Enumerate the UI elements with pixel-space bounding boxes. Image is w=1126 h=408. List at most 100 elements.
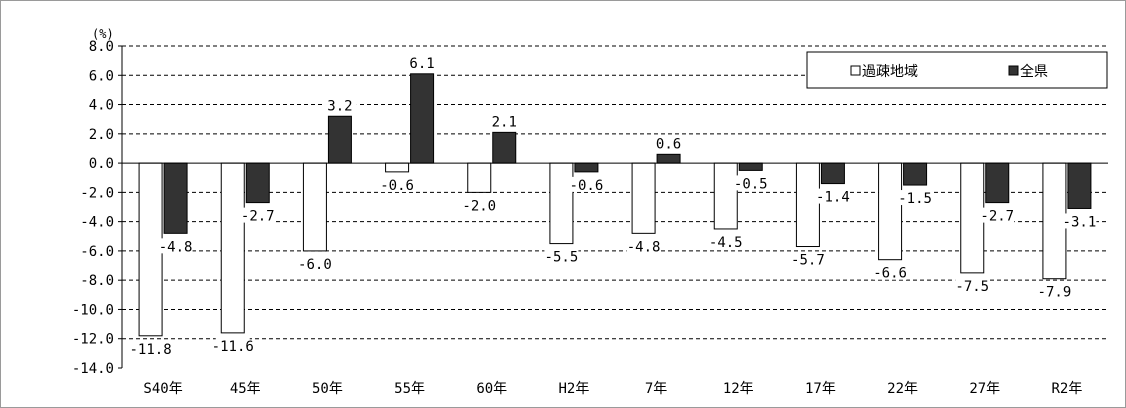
data-label-bg (708, 233, 743, 249)
bar-zenken (492, 131, 517, 164)
bar-kaso (385, 162, 410, 173)
bar-zenken (1067, 162, 1092, 209)
data-label: -4.8 (627, 239, 661, 255)
y-tick-label: 6.0 (89, 68, 114, 84)
data-label: -2.7 (980, 209, 1014, 225)
bar-zenken (903, 162, 928, 186)
data-label: -0.5 (734, 176, 768, 192)
data-label-bg (322, 97, 357, 113)
data-label: 3.2 (327, 98, 352, 114)
bar-zenken (656, 153, 681, 164)
data-label: -3.1 (1063, 214, 1097, 230)
x-tick-label: R2年 (1051, 381, 1082, 397)
bar-zenken (738, 162, 763, 171)
axes: 8.0 6.0 4.0 2.0 0.0 -2.0 -4.0 -6.0 -8.0 -10.0 -12.… (72, 39, 1108, 397)
bars (138, 73, 1092, 337)
legend-swatch-zenken (1008, 65, 1019, 76)
data-label: -0.6 (570, 178, 604, 194)
data-label: -7.9 (1038, 285, 1072, 301)
bar-kaso (467, 162, 492, 193)
x-tick-label: 60年 (476, 381, 507, 397)
data-label: -4.5 (709, 235, 743, 251)
data-label-bg (790, 251, 825, 267)
data-label: -5.7 (791, 253, 825, 269)
data-label: -6.0 (298, 257, 332, 273)
data-label-bg (815, 188, 850, 204)
data-label: -0.6 (380, 178, 414, 194)
data-label-bg (297, 255, 332, 271)
data-label-bg (980, 207, 1015, 223)
bar-zenken (574, 162, 599, 173)
data-label: -1.4 (816, 190, 850, 206)
data-label-bg (955, 277, 990, 293)
data-label-bg (626, 238, 661, 254)
y-tick-label: 0.0 (89, 156, 114, 172)
x-tick-label: 7年 (645, 381, 667, 397)
data-label-bg (380, 176, 415, 192)
x-tick-label: 22年 (887, 381, 918, 397)
data-label-bg (133, 340, 168, 356)
bar-zenken (327, 115, 352, 164)
data-label-bg (462, 197, 497, 213)
x-tick-label: 17年 (805, 381, 836, 397)
data-label-bg (158, 238, 193, 254)
legend-label-zenken: 全県 (1020, 63, 1048, 80)
data-label: -11.6 (212, 339, 254, 355)
gridlines (122, 45, 1108, 340)
bar-kaso (631, 162, 656, 234)
bar-zenken (410, 73, 435, 164)
x-tick-label: 50年 (312, 381, 343, 397)
bar-kaso (302, 162, 327, 252)
data-label: -5.5 (545, 250, 579, 266)
data-label-bg (651, 135, 686, 151)
bar-kaso (713, 162, 738, 230)
bar-kaso (549, 162, 574, 245)
legend-swatch-kaso (850, 65, 861, 76)
data-label-bg (733, 175, 768, 191)
data-label: -1.5 (898, 191, 932, 207)
bar-zenken (245, 162, 270, 204)
data-label-bg (898, 190, 933, 206)
data-label: -4.8 (159, 239, 193, 255)
data-label: 0.6 (656, 136, 681, 152)
y-tick-label: 2.0 (89, 127, 114, 143)
y-tick-label: 8.0 (89, 39, 114, 55)
data-label: -7.5 (955, 279, 989, 295)
data-label: -2.0 (462, 198, 496, 214)
data-label-bg (873, 264, 908, 280)
data-label: -6.6 (873, 266, 907, 282)
x-tick-label: 45年 (230, 381, 261, 397)
bar-zenken (163, 162, 188, 234)
data-label-bg (1062, 213, 1097, 229)
data-label-bg (544, 248, 579, 264)
data-label-bg (215, 337, 250, 353)
data-labels: -11.8 -11.6 -6.0 -0.6 -2.0 -5.5 -4.8 -4.5 -5.7 -6… (130, 54, 1097, 358)
data-label-bg (240, 207, 275, 223)
bar-kaso (878, 162, 903, 261)
data-label-bg (1037, 283, 1072, 299)
data-label-bg (405, 54, 440, 70)
bar-zenken (985, 162, 1010, 204)
y-unit-label: (%) (92, 27, 114, 41)
x-tick-label: S40年 (143, 381, 182, 397)
legend: 過疎地域 全県 (806, 51, 1108, 89)
y-tick-label: -10.0 (72, 302, 114, 318)
x-tick-label: 55年 (394, 381, 425, 397)
y-tick-label: -2.0 (80, 185, 114, 201)
data-label: 2.1 (492, 114, 517, 130)
data-label-bg (487, 113, 522, 129)
data-label-bg (569, 176, 604, 192)
x-tick-label: 12年 (723, 381, 754, 397)
y-tick-label: -14.0 (72, 361, 114, 377)
data-label: -2.7 (241, 209, 275, 225)
x-tick-label: H2年 (558, 381, 589, 397)
data-label: 6.1 (409, 56, 434, 72)
y-tick-label: -12.0 (72, 332, 114, 348)
y-tick-label: -6.0 (80, 244, 114, 260)
y-tick-label: 4.0 (89, 98, 114, 114)
y-tick-label: -8.0 (80, 273, 114, 289)
bar-kaso (220, 162, 245, 334)
legend-label-kaso: 過疎地域 (862, 64, 918, 80)
bar-zenken (820, 162, 845, 185)
